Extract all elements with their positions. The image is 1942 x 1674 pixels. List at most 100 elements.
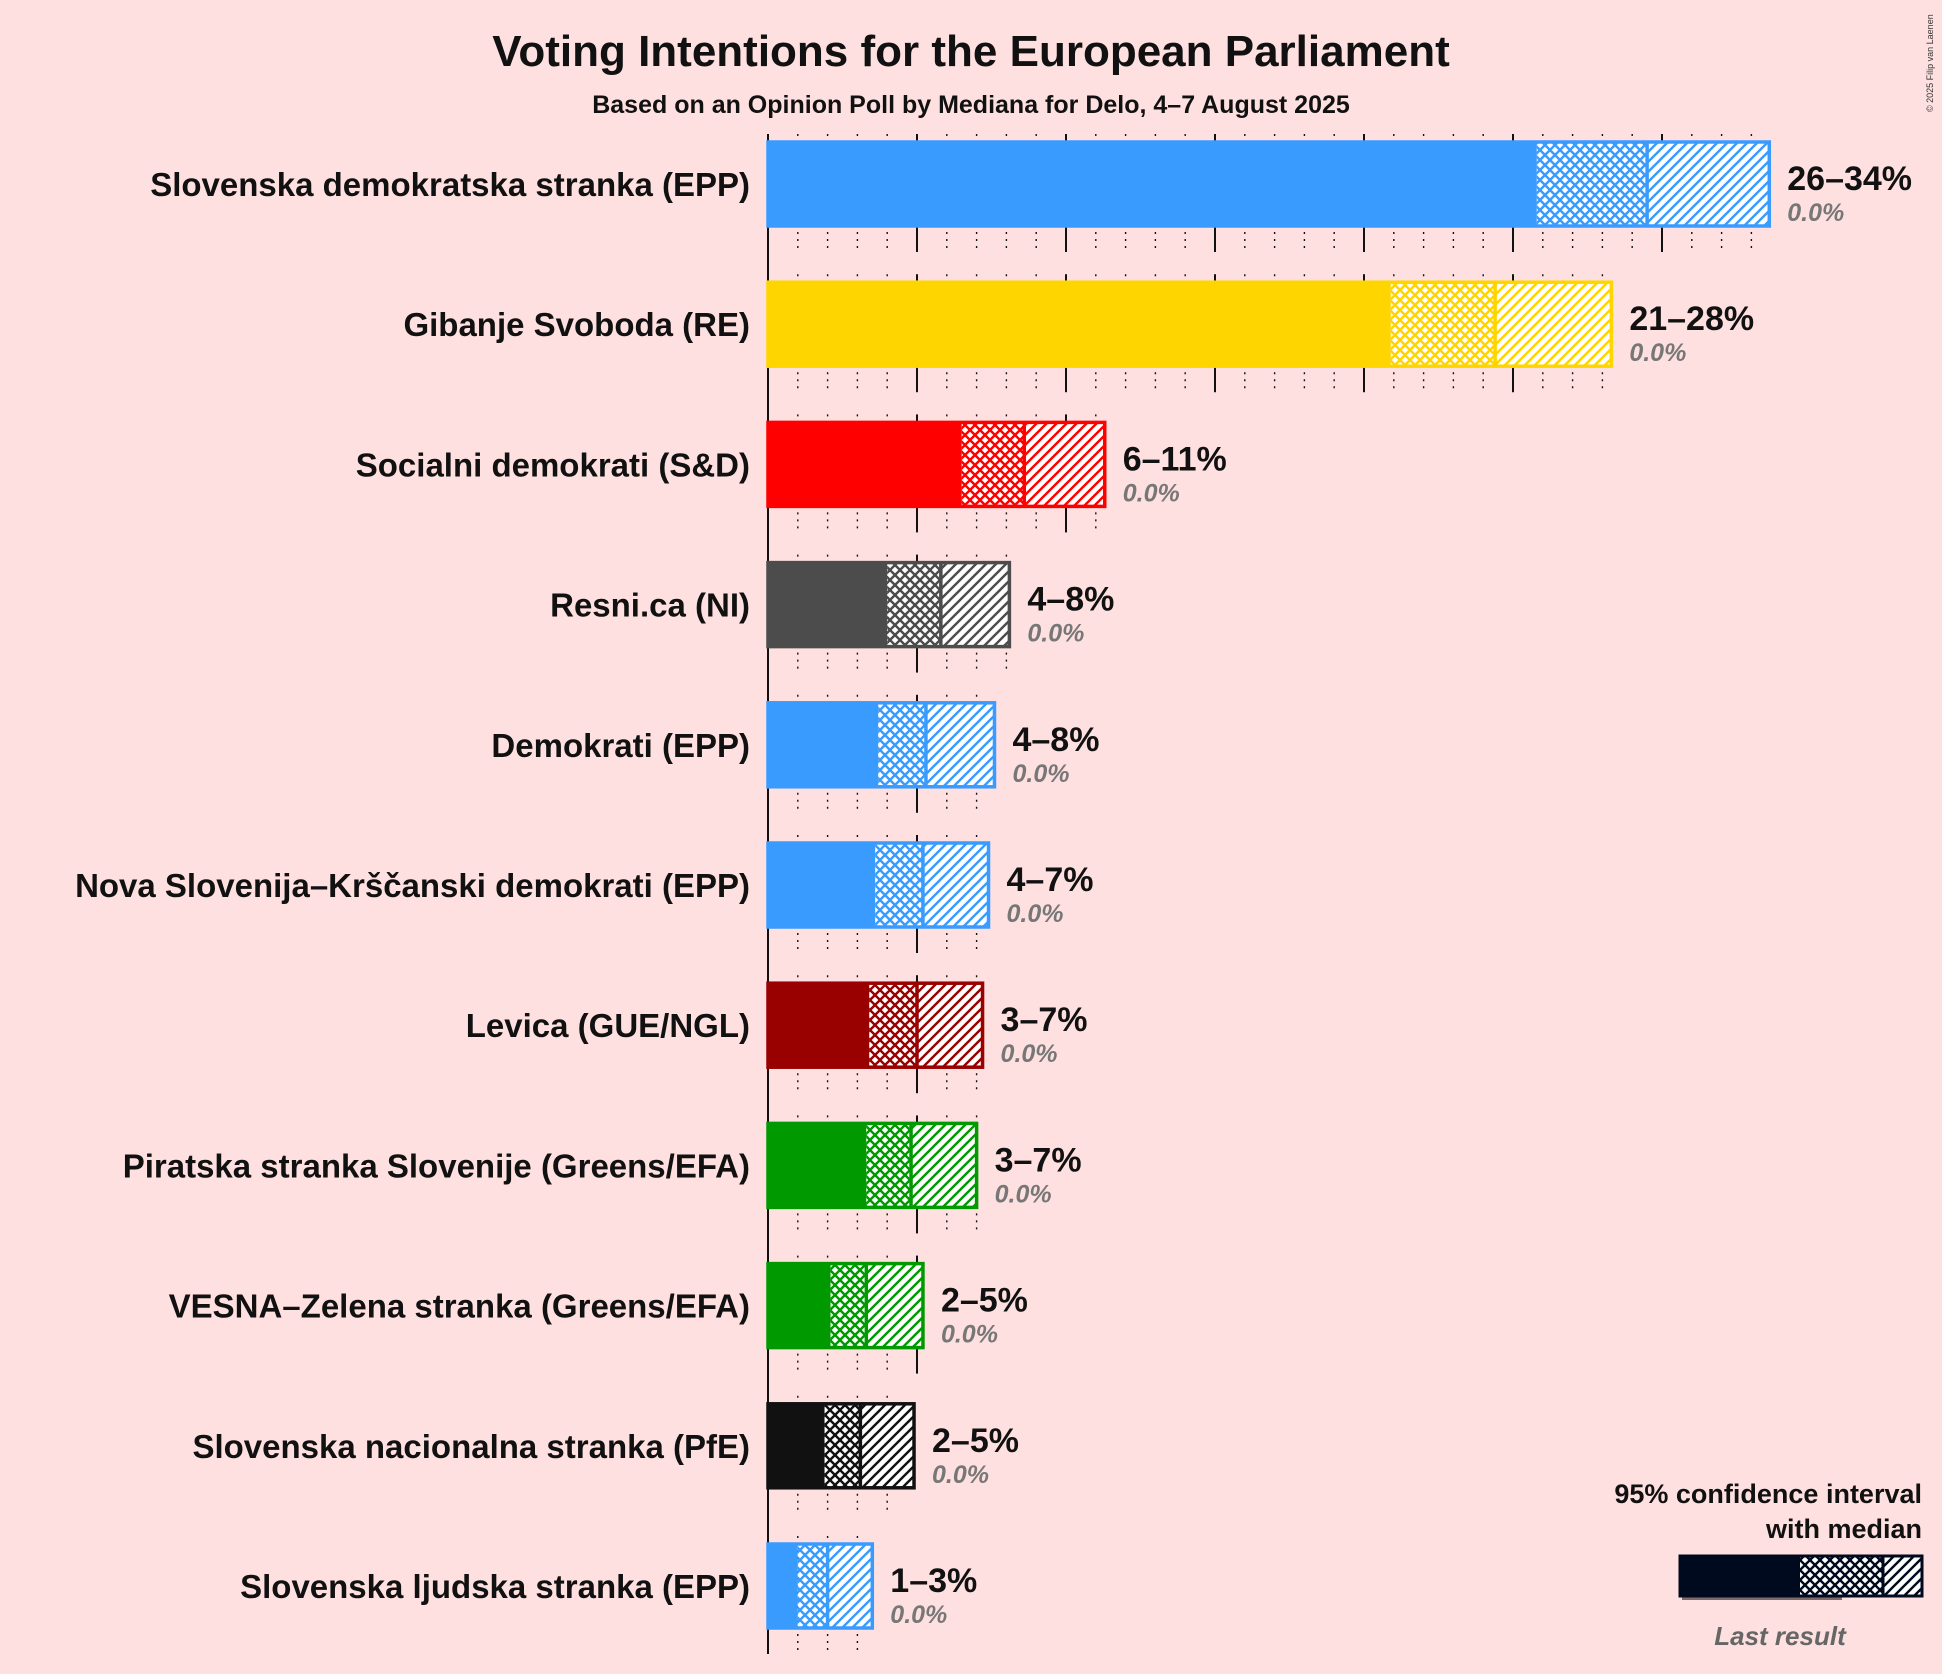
bar-group: Demokrati (EPP) 4–8%0.0% <box>491 701 1099 789</box>
range-label: 4–7% <box>1007 861 1094 899</box>
bar-solid <box>768 983 870 1068</box>
last-result-label: 0.0% <box>1629 339 1686 367</box>
bar-solid <box>768 422 962 507</box>
bar-solid <box>768 562 888 647</box>
bar-group: Slovenska nacionalna stranka (PfE) 2–5%0.… <box>192 1402 1019 1490</box>
legend-solid-bar <box>1680 1556 1800 1596</box>
bars: Slovenska demokratska stranka (EPP) 26–34… <box>75 140 1912 1630</box>
legend-last-result-label: Last result <box>1714 1621 1847 1651</box>
party-label: Gibanje Svoboda (RE) <box>403 306 750 343</box>
bar-solid <box>768 282 1391 367</box>
range-label: 4–8% <box>1027 581 1114 619</box>
bar-solid <box>768 1544 798 1628</box>
bar-solid <box>768 843 876 927</box>
bar-ci-upper <box>866 1263 923 1348</box>
party-label: Nova Slovenija–Krščanski demokrati (EPP) <box>75 867 750 904</box>
bar-group: Slovenska ljudska stranka (EPP) 1–3%0.0% <box>240 1542 977 1630</box>
bar-ci-lower <box>1390 282 1496 367</box>
range-label: 3–7% <box>995 1141 1082 1179</box>
legend-title-line2: with median <box>1765 1514 1922 1544</box>
bar-ci-upper <box>922 843 989 927</box>
legend: 95% confidence interval with median Last… <box>1614 1479 1924 1651</box>
bar-ci-lower <box>869 983 917 1068</box>
bar-ci-lower <box>875 843 923 927</box>
bar-outline <box>766 560 1012 649</box>
bar-outline <box>766 1542 875 1630</box>
bar-outline <box>766 981 985 1069</box>
last-result-label: 0.0% <box>1012 760 1069 788</box>
bar-ci-upper <box>925 702 995 787</box>
bar-solid <box>768 142 1537 226</box>
party-label: Slovenska ljudska stranka (EPP) <box>240 1568 750 1605</box>
party-label: Demokrati (EPP) <box>491 727 750 764</box>
last-result-label: 0.0% <box>941 1321 998 1349</box>
last-result-label: 0.0% <box>1123 479 1180 507</box>
legend-title-line1: 95% confidence interval <box>1614 1479 1922 1509</box>
chart-title: Voting Intentions for the European Parli… <box>492 27 1450 76</box>
bar-group: Socialni demokrati (S&D) 6–11%0.0% <box>356 420 1227 509</box>
bar-ci-lower <box>797 1544 828 1628</box>
last-result-label: 0.0% <box>995 1180 1052 1208</box>
bar-ci-lower <box>1536 142 1648 226</box>
bar-ci-upper <box>827 1544 873 1628</box>
bar-ci-upper <box>940 562 1010 647</box>
chart-subtitle: Based on an Opinion Poll by Mediana for … <box>592 91 1350 119</box>
range-label: 26–34% <box>1787 160 1912 198</box>
bar-group: Slovenska demokratska stranka (EPP) 26–34… <box>150 140 1912 228</box>
bar-ci-lower <box>866 1123 912 1208</box>
last-result-label: 0.0% <box>932 1461 989 1489</box>
party-label: VESNA–Zelena stranka (Greens/EFA) <box>169 1288 750 1325</box>
last-result-label: 0.0% <box>1027 620 1084 648</box>
bar-solid <box>768 1123 867 1208</box>
bar-ci-lower <box>961 422 1025 507</box>
bar-ci-upper <box>1647 142 1770 226</box>
last-result-label: 0.0% <box>1787 199 1844 227</box>
bar-ci-upper <box>911 1123 977 1208</box>
bar-outline <box>766 1121 979 1210</box>
range-label: 2–5% <box>932 1422 1019 1460</box>
bar-ci-upper <box>1024 422 1105 507</box>
bar-ci-upper <box>917 983 983 1068</box>
bar-solid <box>768 1403 825 1488</box>
range-label: 6–11% <box>1123 440 1227 478</box>
bar-outline <box>766 1402 916 1490</box>
bar-group: Gibanje Svoboda (RE) 21–28%0.0% <box>403 280 1754 368</box>
legend-crosshatch-bar <box>1800 1556 1883 1596</box>
bar-ci-lower <box>824 1403 861 1488</box>
bar-ci-lower <box>830 1263 867 1348</box>
bar-group: Piratska stranka Slovenije (Greens/EFA) 3… <box>123 1121 1082 1210</box>
party-label: Slovenska demokratska stranka (EPP) <box>150 166 750 203</box>
bar-ci-upper <box>860 1403 915 1488</box>
bar-group: Nova Slovenija–Krščanski demokrati (EPP)… <box>75 841 1094 929</box>
bar-group: Levica (GUE/NGL) 3–7%0.0% <box>466 981 1088 1069</box>
party-label: Slovenska nacionalna stranka (PfE) <box>192 1428 750 1465</box>
legend-diagonal-bar <box>1883 1556 1922 1596</box>
bar-outline <box>766 1261 925 1350</box>
party-label: Resni.ca (NI) <box>550 587 750 624</box>
range-label: 3–7% <box>1001 1001 1088 1039</box>
last-result-label: 0.0% <box>890 1601 947 1629</box>
bar-outline <box>766 701 997 789</box>
bar-solid <box>768 1263 831 1348</box>
bar-ci-upper <box>1495 282 1612 367</box>
bar-group: Resni.ca (NI) 4–8%0.0% <box>550 560 1114 649</box>
copyright-note: © 2025 Filip van Laenen <box>1925 14 1935 112</box>
range-label: 21–28% <box>1629 300 1754 338</box>
bar-solid <box>768 702 879 787</box>
range-label: 1–3% <box>890 1562 977 1600</box>
party-label: Levica (GUE/NGL) <box>466 1007 750 1044</box>
bar-outline <box>766 841 991 929</box>
legend-outline <box>1678 1554 1924 1598</box>
party-label: Socialni demokrati (S&D) <box>356 446 750 483</box>
range-label: 4–8% <box>1012 721 1099 759</box>
bar-ci-lower <box>887 562 941 647</box>
bar-ci-lower <box>878 702 926 787</box>
bar-outline <box>766 280 1614 368</box>
bar-group: VESNA–Zelena stranka (Greens/EFA) 2–5%0.0… <box>169 1261 1028 1350</box>
party-label: Piratska stranka Slovenije (Greens/EFA) <box>123 1147 750 1184</box>
bar-outline <box>766 420 1107 509</box>
range-label: 2–5% <box>941 1282 1028 1320</box>
last-result-label: 0.0% <box>1001 1040 1058 1068</box>
bar-outline <box>766 140 1772 228</box>
